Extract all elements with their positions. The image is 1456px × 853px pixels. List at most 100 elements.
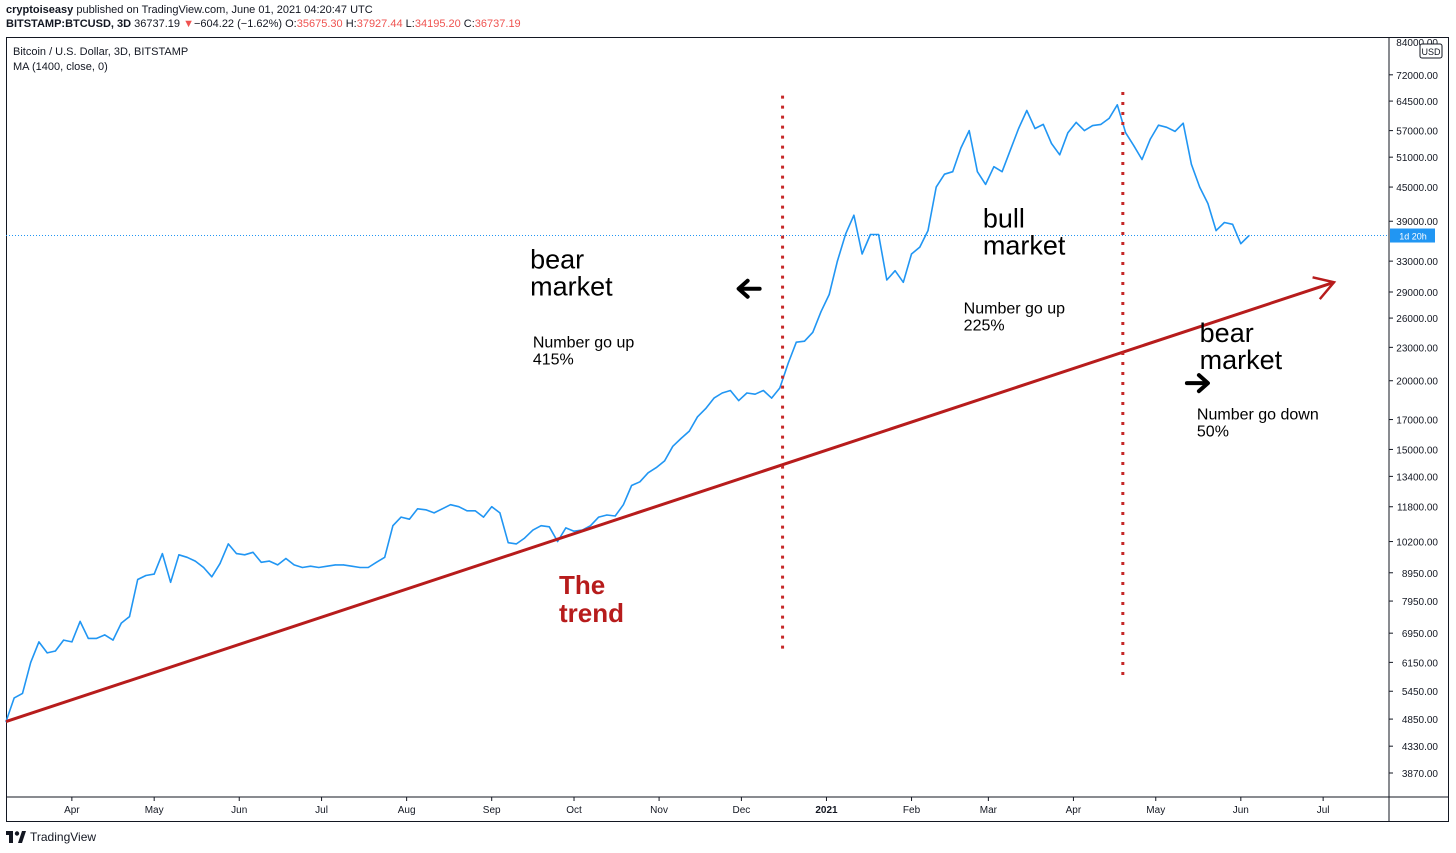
bear-left-note-line2: 415% xyxy=(533,351,574,368)
price-point xyxy=(71,641,73,643)
price-point xyxy=(1149,138,1151,140)
price-point xyxy=(869,233,872,236)
price-point xyxy=(21,692,24,695)
y-tick-label: 15000.00 xyxy=(1396,445,1438,456)
price-point xyxy=(943,173,946,175)
price-point xyxy=(13,697,15,699)
y-tick-label: 8950.00 xyxy=(1402,569,1439,580)
price-point xyxy=(614,515,616,517)
price-point xyxy=(268,560,270,562)
price-point xyxy=(408,518,410,520)
price-point xyxy=(96,637,98,640)
arrow-head xyxy=(736,278,750,299)
price-point xyxy=(532,529,534,531)
price-point xyxy=(1108,117,1110,119)
bear-right-note-line2: 50% xyxy=(1197,424,1229,441)
price-point xyxy=(359,566,361,569)
price-point xyxy=(696,416,699,418)
price-point xyxy=(861,253,863,255)
price-point xyxy=(170,581,172,583)
y-tick-label: 29000.00 xyxy=(1396,288,1438,299)
price-point xyxy=(1067,132,1069,134)
y-tick-label: 64500.00 xyxy=(1396,97,1438,108)
y-tick-label: 13400.00 xyxy=(1396,472,1438,483)
price-point xyxy=(820,311,822,313)
price-point xyxy=(1190,163,1192,165)
price-point xyxy=(985,183,987,185)
symbol-label: BITSTAMP:BTCUSD, 3D xyxy=(6,18,132,30)
open-label: O: xyxy=(285,18,297,30)
price-point xyxy=(639,481,641,483)
price-point xyxy=(902,281,904,283)
price-point xyxy=(647,472,649,474)
price-point xyxy=(688,430,690,432)
open-value: 35675.30 xyxy=(296,18,343,30)
y-tick-label: 45000.00 xyxy=(1396,183,1438,194)
price-point xyxy=(548,526,550,528)
price-point xyxy=(301,566,303,569)
price-point xyxy=(375,561,377,563)
price-point xyxy=(853,214,855,216)
y-tick-label: 26000.00 xyxy=(1396,314,1438,325)
x-tick-label: Aug xyxy=(398,805,416,816)
price-point xyxy=(655,467,657,469)
y-tick-label: 3870.00 xyxy=(1402,769,1439,780)
price-point xyxy=(499,512,501,514)
bull-title-line2: market xyxy=(983,230,1066,260)
price-point xyxy=(466,510,468,512)
price-point xyxy=(589,525,592,527)
price-point xyxy=(1174,130,1176,132)
price-point xyxy=(112,639,114,641)
price-point xyxy=(260,561,262,563)
price-point xyxy=(1092,125,1094,127)
price-point xyxy=(342,564,345,566)
ohlc-bar: BITSTAMP:BTCUSD, 3D 36737.19 ▼−604.22 (−… xyxy=(6,18,521,30)
price-point xyxy=(326,565,328,567)
price-point xyxy=(137,578,139,581)
chart-frame xyxy=(6,37,1449,822)
price-point xyxy=(1075,121,1077,123)
bull-note-line1: Number go up xyxy=(964,301,1065,318)
y-tick-label: 6150.00 xyxy=(1402,658,1439,669)
price-point xyxy=(458,506,460,508)
price-point xyxy=(474,510,476,512)
right-arrow-icon xyxy=(1184,373,1210,394)
price-change: −604.22 (−1.62%) xyxy=(193,18,283,30)
price-point xyxy=(491,506,493,508)
price-point xyxy=(1001,171,1003,173)
price-point xyxy=(1240,243,1242,245)
price-point xyxy=(828,293,830,296)
price-point xyxy=(1157,124,1160,126)
price-point xyxy=(38,641,40,643)
indicator-legend[interactable]: MA (1400, close, 0) xyxy=(13,61,108,73)
y-tick-label: 4330.00 xyxy=(1402,742,1439,753)
price-point xyxy=(400,516,402,518)
price-point xyxy=(87,637,89,640)
price-point xyxy=(1050,142,1053,145)
price-point xyxy=(153,573,155,575)
price-point xyxy=(1116,104,1118,106)
publisher-name[interactable]: cryptoiseasy xyxy=(6,4,74,16)
price-point xyxy=(771,397,773,399)
price-point xyxy=(441,508,443,510)
price-point xyxy=(812,331,814,333)
y-tick-label: 39000.00 xyxy=(1396,217,1438,228)
change-down-icon: ▼ xyxy=(183,18,194,30)
price-point xyxy=(194,560,196,562)
series-legend[interactable]: Bitcoin / U.S. Dollar, 3D, BITSTAMP xyxy=(13,46,189,58)
price-point xyxy=(598,516,600,518)
price-point xyxy=(351,565,353,567)
footer-brand[interactable]: TradingView xyxy=(30,830,97,844)
low-value: 34195.20 xyxy=(414,18,461,30)
currency-badge xyxy=(1419,43,1443,59)
price-point xyxy=(252,551,254,553)
price-point xyxy=(79,620,81,623)
countdown-badge xyxy=(1390,228,1435,243)
price-point xyxy=(622,504,625,506)
price-point xyxy=(1215,230,1217,232)
bull-title-line1: bull xyxy=(983,203,1025,233)
price-point xyxy=(524,537,526,539)
price-point xyxy=(919,246,921,248)
x-tick-label: Sep xyxy=(483,805,501,816)
